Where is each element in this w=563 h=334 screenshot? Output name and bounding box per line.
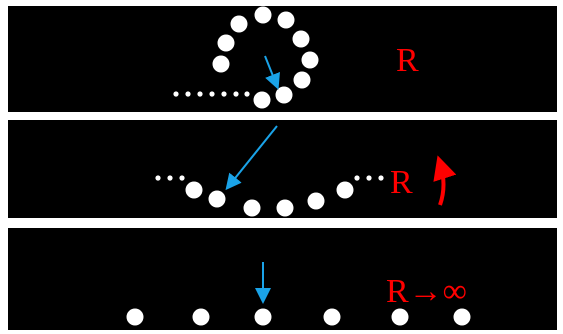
diagram: R R R→∞ <box>0 0 563 334</box>
panel-label: R <box>396 42 419 79</box>
panel-1: R <box>8 6 557 112</box>
panel-2: R <box>8 120 557 218</box>
panel-background <box>8 228 557 330</box>
page: R R R→∞ (() => { const data = JSON.parse… <box>0 0 563 334</box>
panel-label: R→∞ <box>386 273 467 310</box>
panel-label: R <box>390 164 413 201</box>
panel-3: R→∞ <box>8 228 557 330</box>
